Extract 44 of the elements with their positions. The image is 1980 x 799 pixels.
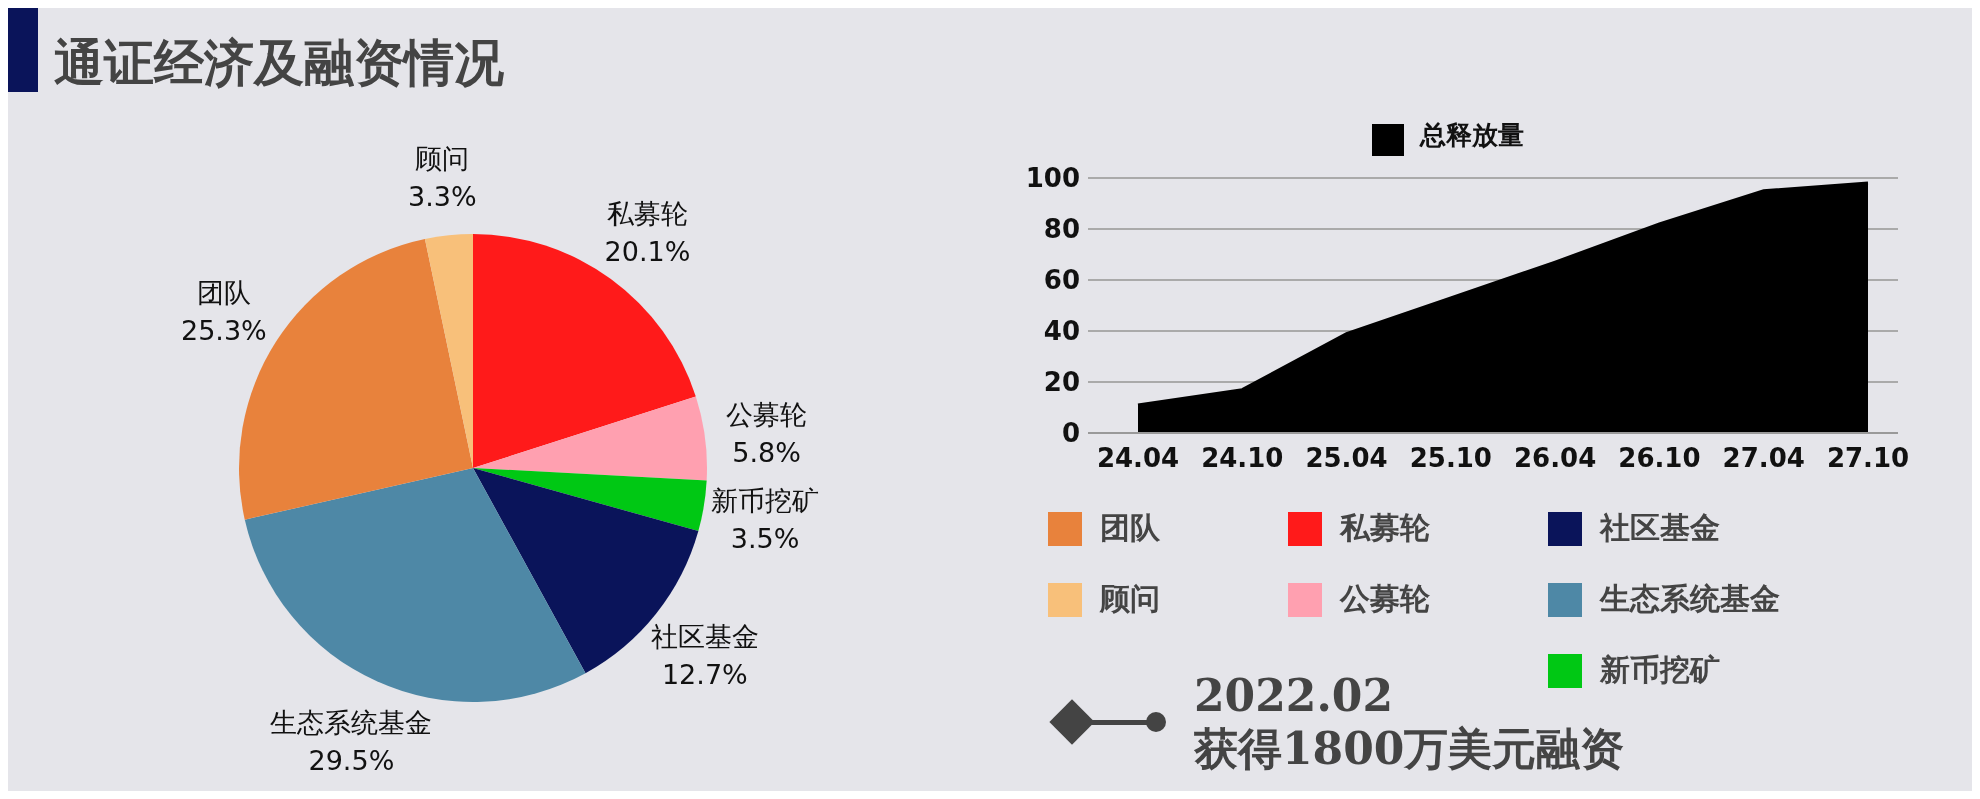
text: 2022.02	[1194, 670, 1394, 721]
y-tick-label: 80	[1043, 214, 1080, 245]
legend-label: 总释放量	[1420, 120, 1524, 150]
slice-label: 新币挖矿	[711, 485, 820, 517]
data-label: 12.7%	[661, 659, 748, 691]
chart-title: 通证经济及融资情况	[54, 32, 504, 94]
legend-label: 顾问	[1100, 580, 1160, 618]
slice-label: 生态系统基金	[270, 706, 433, 738]
x-tick-label: 27.04	[1722, 443, 1805, 474]
y-tick-label: 40	[1043, 316, 1080, 347]
legend-label: 公募轮	[1340, 580, 1430, 618]
slice-label: 团队	[196, 277, 251, 309]
x-tick-label: 24.04	[1096, 443, 1180, 474]
pie-slice	[424, 234, 473, 468]
y-tick-label: 60	[1043, 265, 1080, 296]
legend-label: 社区基金	[1600, 509, 1720, 547]
data-label: 5.8%	[732, 437, 801, 469]
x-tick-label: 26.10	[1618, 443, 1701, 474]
data-label: 20.1%	[604, 235, 691, 267]
slice-label: 公募轮	[726, 399, 808, 431]
y-tick-label: 0	[1061, 418, 1080, 449]
legend-label: 私募轮	[1340, 509, 1430, 547]
pie-slice	[473, 396, 707, 481]
data-label: 3.5%	[730, 523, 800, 555]
slice-label: 社区基金	[650, 621, 759, 653]
legend-label: 团队	[1100, 509, 1160, 547]
legend-label: 新币挖矿	[1600, 651, 1720, 689]
text: 获得1800万美元融资	[1194, 722, 1625, 776]
pie-slice	[244, 468, 586, 702]
y-tick-label: 100	[1025, 163, 1080, 194]
x-tick-label: 24.10	[1201, 443, 1284, 474]
x-tick-label: 25.04	[1305, 443, 1388, 474]
slice-label: 私募轮	[606, 197, 688, 229]
data-label: 29.5%	[308, 744, 395, 776]
data-label: 25.3%	[181, 315, 267, 347]
y-tick-label: 20	[1043, 367, 1080, 398]
legend-label: 生态系统基金	[1600, 580, 1780, 618]
x-tick-label: 27.10	[1826, 443, 1910, 474]
pie-slice	[473, 468, 707, 532]
x-tick-label: 26.04	[1514, 443, 1597, 474]
pie-slice	[473, 234, 696, 468]
data-label: 3.3%	[408, 180, 477, 212]
x-tick-label: 25.10	[1409, 443, 1492, 474]
slice-label: 顾问	[415, 142, 470, 174]
